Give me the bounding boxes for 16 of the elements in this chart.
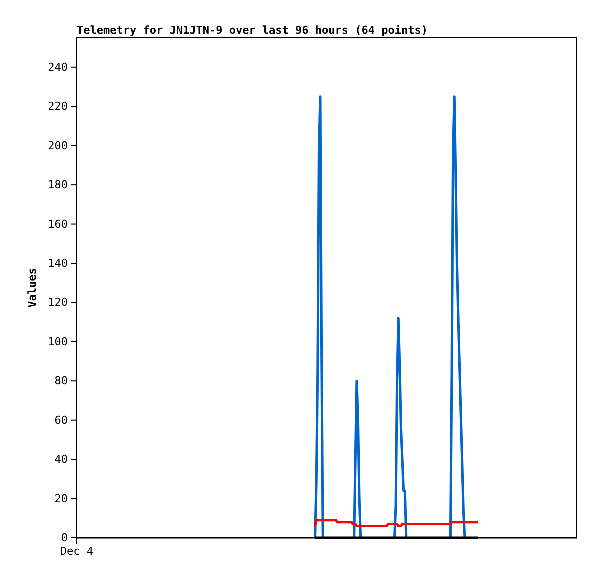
y-axis-title: Values (26, 268, 39, 308)
y-tick-label: 0 (61, 532, 68, 545)
y-tick-label: 60 (54, 414, 68, 427)
y-tick-label: 240 (48, 60, 68, 74)
y-tick-label: 220 (48, 100, 68, 114)
y-tick-label: 180 (48, 178, 68, 192)
y-tick-label: 140 (48, 257, 68, 270)
y-tick-label: 100 (48, 335, 68, 348)
y-tick-label: 200 (48, 139, 68, 152)
y-tick-label: 160 (48, 218, 68, 231)
x-tick-label: Dec 4 (60, 544, 94, 558)
y-tick-label: 120 (48, 296, 68, 310)
y-tick-label: 40 (54, 453, 68, 466)
y-tick-label: 20 (54, 492, 68, 506)
y-tick-label: 80 (54, 374, 68, 388)
chart-title: Telemetry for JN1JTN-9 over last 96 hours (64 points) (77, 24, 428, 37)
